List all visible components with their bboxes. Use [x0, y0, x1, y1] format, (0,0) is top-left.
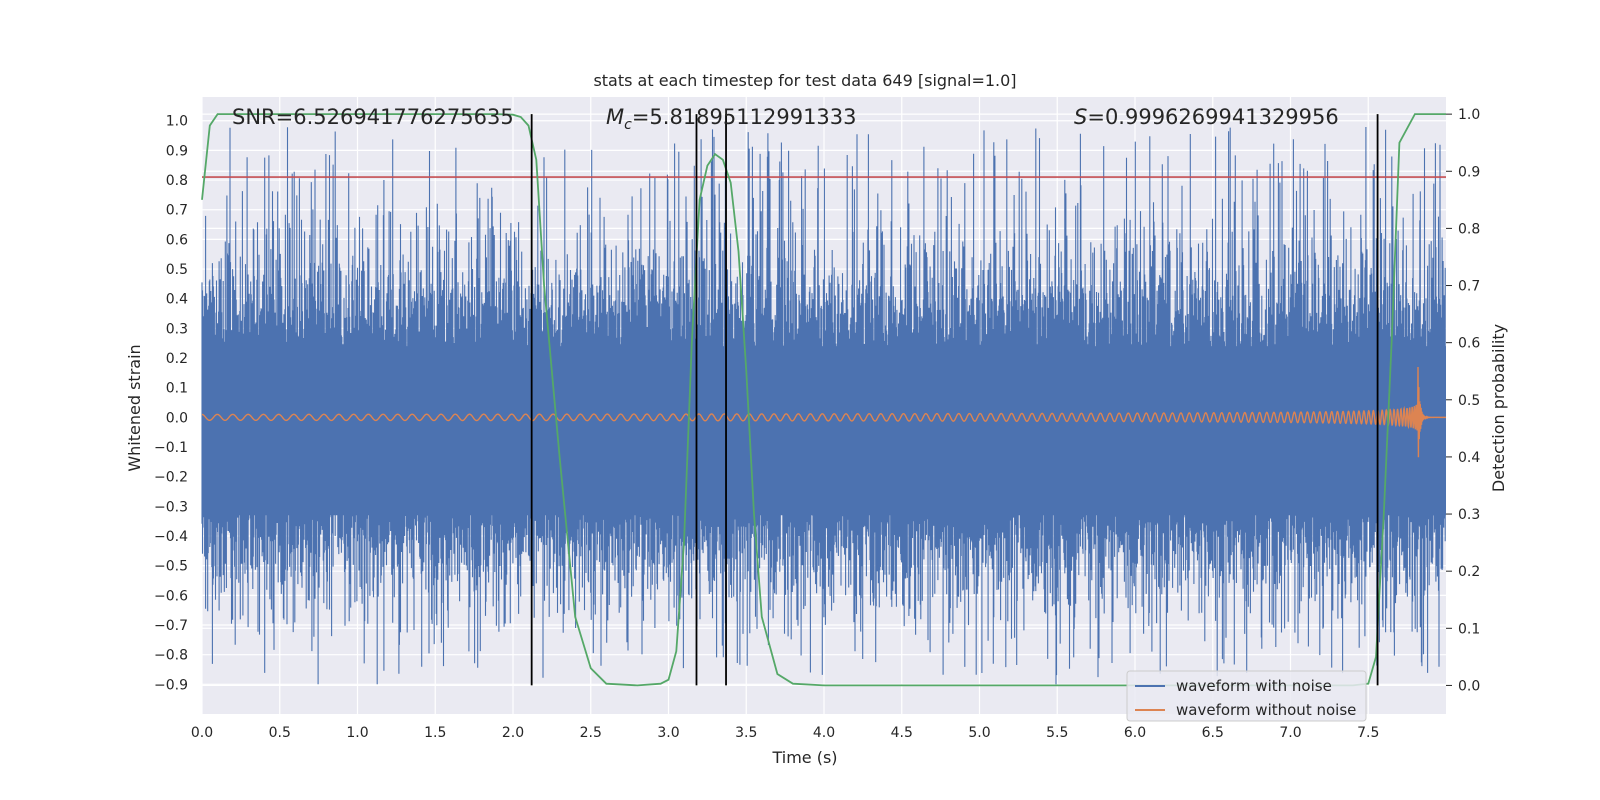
y-left-tick-label: 0.9	[166, 143, 188, 159]
x-tick-label: 6.5	[1202, 725, 1224, 741]
x-axis-ticks: 0.0 0.5 1.0 1.5 2.0 2.5 3.0 3.5 4.0 4.5 5.0 5.5 6.0 6…	[191, 725, 1380, 741]
x-tick-label: 7.0	[1279, 725, 1301, 741]
legend-entry-noise: waveform with noise	[1176, 677, 1332, 695]
chart-title: stats at each timestep for test data 649…	[593, 71, 1016, 90]
y-right-tick-label: 0.9	[1458, 164, 1480, 180]
annotation-score: S=0.9996269941329956	[1074, 105, 1339, 129]
series-waveform-without-noise	[201, 367, 1446, 458]
x-tick-label: 0.5	[269, 725, 291, 741]
x-tick-label: 1.5	[424, 725, 446, 741]
y-left-tick-label: −0.7	[154, 618, 188, 634]
y-left-tick-label: 0.2	[166, 351, 188, 367]
series-waveform-with-noise	[201, 127, 1446, 685]
x-tick-label: 4.0	[813, 725, 835, 741]
y-right-tick-label: 0.0	[1458, 678, 1480, 694]
x-tick-label: 2.5	[580, 725, 602, 741]
y-right-tick-label: 0.2	[1458, 564, 1480, 580]
y-right-tick-label: 0.8	[1458, 221, 1480, 237]
y-left-tick-label: 1.0	[166, 114, 188, 130]
x-tick-label: 2.0	[502, 725, 524, 741]
y-right-tick-label: 0.3	[1458, 507, 1480, 523]
y-left-tick-label: −0.6	[154, 588, 188, 604]
x-tick-label: 4.5	[891, 725, 913, 741]
y-right-axis-label: Detection probability	[1489, 324, 1508, 492]
x-tick-label: 0.0	[191, 725, 213, 741]
y-left-tick-label: −0.8	[154, 648, 188, 664]
y-left-tick-label: −0.3	[154, 499, 188, 515]
legend: waveform with noise waveform without noi…	[1126, 670, 1367, 722]
y-right-tick-label: 0.4	[1458, 450, 1480, 466]
y-left-tick-label: 0.3	[166, 321, 188, 337]
x-tick-label: 6.0	[1124, 725, 1146, 741]
y-right-axis-ticks: 1.0 0.9 0.8 0.7 0.6 0.5 0.4 0.3 0.2 0.1 0.0	[1446, 107, 1480, 694]
y-left-tick-label: −0.1	[154, 440, 188, 456]
x-axis-label: Time (s)	[771, 748, 837, 767]
y-left-tick-label: −0.5	[154, 559, 188, 575]
x-tick-label: 3.0	[657, 725, 679, 741]
y-right-tick-label: 0.7	[1458, 279, 1480, 295]
y-left-tick-label: 0.8	[166, 173, 188, 189]
x-tick-label: 5.5	[1046, 725, 1068, 741]
y-left-tick-label: −0.9	[154, 677, 188, 693]
y-left-tick-label: 0.5	[166, 262, 188, 278]
y-left-tick-label: 0.4	[166, 292, 188, 308]
annotation-snr: SNR=6.526941776275635	[232, 105, 514, 129]
y-left-tick-label: 0.7	[166, 203, 188, 219]
y-right-tick-label: 0.6	[1458, 336, 1480, 352]
y-left-tick-label: 0.0	[166, 410, 188, 426]
vertical-markers	[530, 114, 1379, 686]
y-right-tick-label: 0.5	[1458, 393, 1480, 409]
y-left-axis-ticks: 1.0 0.9 0.8 0.7 0.6 0.5 0.4 0.3 0.2 0.1 0.0 −0.1 −0.…	[154, 114, 188, 694]
x-tick-label: 5.0	[968, 725, 990, 741]
y-left-tick-label: 0.6	[166, 232, 188, 248]
y-left-axis-label: Whitened strain	[125, 344, 144, 471]
y-left-tick-label: −0.4	[154, 529, 188, 545]
x-tick-label: 3.5	[735, 725, 757, 741]
x-tick-label: 1.0	[346, 725, 368, 741]
y-left-tick-label: −0.2	[154, 470, 188, 486]
y-right-tick-label: 0.1	[1458, 621, 1480, 637]
y-right-tick-label: 1.0	[1458, 107, 1480, 123]
annotation-chirp-mass: Mc=5.81895112991333	[606, 105, 857, 133]
x-tick-label: 7.5	[1357, 725, 1379, 741]
legend-entry-clean: waveform without noise	[1176, 701, 1356, 719]
y-left-tick-label: 0.1	[166, 381, 188, 397]
